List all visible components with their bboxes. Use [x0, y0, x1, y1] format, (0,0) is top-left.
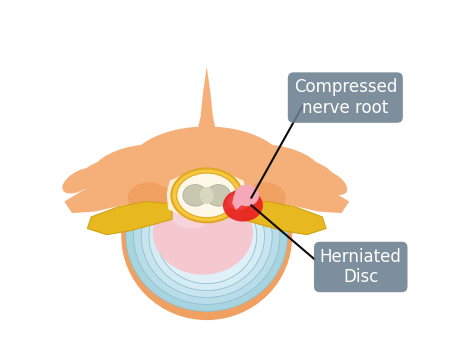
Polygon shape	[264, 186, 349, 213]
Ellipse shape	[141, 175, 272, 297]
Polygon shape	[167, 173, 247, 219]
Ellipse shape	[177, 173, 237, 218]
Text: Compressed
nerve root: Compressed nerve root	[294, 78, 397, 117]
Polygon shape	[64, 186, 149, 213]
Ellipse shape	[228, 193, 251, 210]
Ellipse shape	[153, 190, 253, 275]
Ellipse shape	[126, 161, 288, 311]
Ellipse shape	[235, 185, 259, 206]
Ellipse shape	[170, 198, 212, 229]
Ellipse shape	[92, 145, 183, 189]
Ellipse shape	[223, 189, 263, 222]
Ellipse shape	[157, 189, 257, 284]
Text: Herniated
Disc: Herniated Disc	[320, 248, 401, 286]
Ellipse shape	[126, 126, 288, 215]
Ellipse shape	[285, 159, 337, 190]
Ellipse shape	[128, 182, 170, 213]
Ellipse shape	[134, 168, 280, 304]
Polygon shape	[232, 185, 257, 210]
Ellipse shape	[236, 170, 255, 187]
Polygon shape	[241, 202, 326, 235]
Ellipse shape	[149, 182, 264, 290]
Ellipse shape	[77, 159, 128, 190]
Ellipse shape	[171, 169, 242, 222]
Polygon shape	[190, 67, 224, 182]
Ellipse shape	[169, 171, 190, 186]
Ellipse shape	[63, 168, 97, 194]
Ellipse shape	[206, 185, 231, 206]
Ellipse shape	[183, 185, 208, 206]
Polygon shape	[87, 202, 172, 235]
Ellipse shape	[158, 170, 178, 187]
Ellipse shape	[121, 152, 292, 320]
Ellipse shape	[200, 187, 214, 204]
Ellipse shape	[223, 171, 244, 186]
Ellipse shape	[243, 182, 286, 213]
Ellipse shape	[312, 170, 347, 195]
Ellipse shape	[230, 145, 322, 189]
